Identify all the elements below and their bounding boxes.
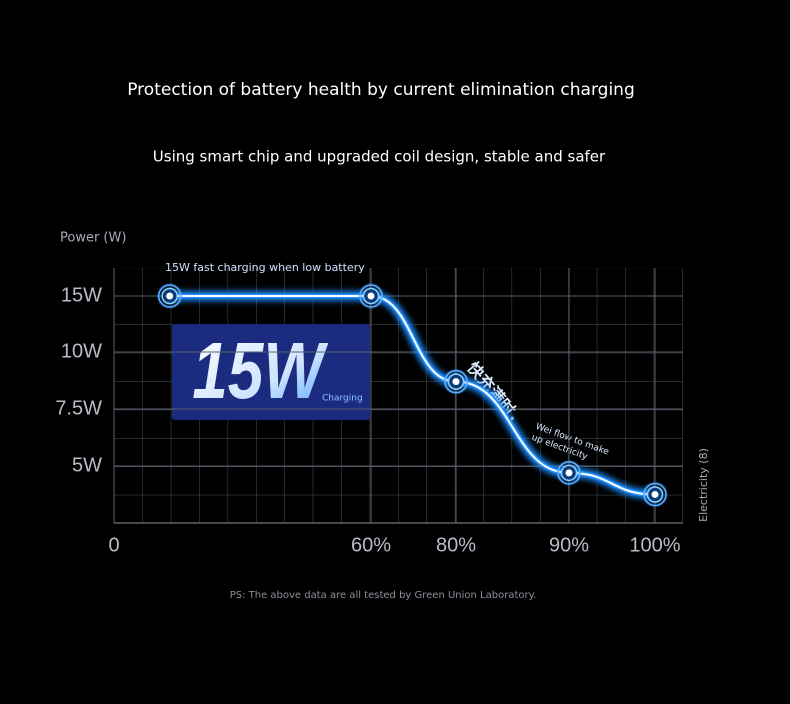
x-axis-label: Electricity (8) [697, 448, 710, 522]
x-tick-label: 80% [436, 534, 476, 556]
point [443, 368, 469, 395]
y-tick-label: 5W [72, 454, 102, 476]
y-tick-label: 15W [61, 284, 102, 306]
chart-subtitle: Using smart chip and upgraded coil desig… [153, 148, 606, 166]
point-ring [444, 369, 468, 394]
badge-caption: Charging [322, 394, 363, 404]
point-dot [565, 469, 573, 477]
y-tick-label: 7.5W [55, 397, 102, 419]
chart-title: Protection of battery health by current … [127, 80, 635, 100]
point-ring [157, 284, 182, 308]
point [556, 459, 582, 486]
x-tick-label: 0 [108, 534, 119, 556]
point-dot [651, 491, 659, 498]
point-ring [557, 461, 581, 485]
y-axis-label: Power (W) [60, 231, 126, 246]
x-tick-label: 100% [629, 534, 680, 556]
point-dot [452, 378, 460, 386]
point [642, 481, 668, 508]
annotation: 15W fast charging when low battery [165, 261, 365, 274]
footnote: PS: The above data are all tested by Gre… [230, 590, 537, 601]
badge [172, 324, 370, 420]
point [358, 283, 384, 309]
y-tick-label: 10W [61, 340, 102, 362]
badge-value: 15W [192, 326, 329, 415]
point-ring [643, 482, 667, 507]
point-dot [166, 292, 174, 300]
x-tick-label: 90% [549, 534, 589, 556]
point-ring [359, 284, 383, 308]
x-tick-label: 60% [351, 534, 391, 556]
point [156, 283, 183, 309]
point-dot [367, 292, 375, 300]
